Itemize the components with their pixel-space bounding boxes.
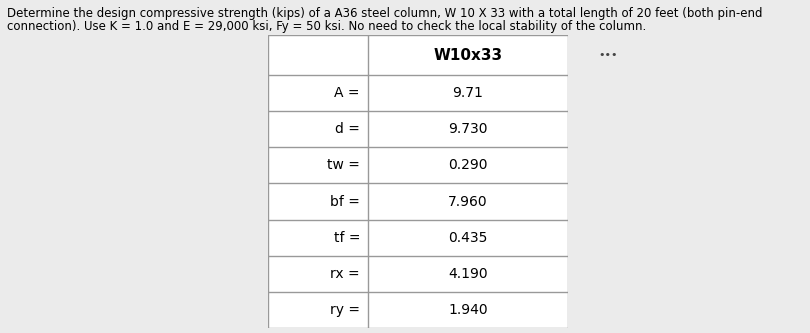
Text: tw =: tw = bbox=[327, 159, 360, 172]
Text: 1.940: 1.940 bbox=[448, 303, 488, 317]
Text: 4.190: 4.190 bbox=[448, 267, 488, 281]
Text: tf =: tf = bbox=[334, 231, 360, 245]
Text: d =: d = bbox=[335, 122, 360, 136]
Text: 0.290: 0.290 bbox=[448, 159, 488, 172]
Text: ry =: ry = bbox=[330, 303, 360, 317]
Text: 9.71: 9.71 bbox=[453, 86, 484, 100]
Text: Determine the design compressive strength (kips) of a A36 steel column, W 10 X 3: Determine the design compressive strengt… bbox=[7, 7, 762, 20]
Text: W10x33: W10x33 bbox=[433, 48, 502, 63]
Text: A =: A = bbox=[335, 86, 360, 100]
Text: 9.730: 9.730 bbox=[448, 122, 488, 136]
Text: 0.435: 0.435 bbox=[448, 231, 488, 245]
Text: 7.960: 7.960 bbox=[448, 194, 488, 208]
Text: bf =: bf = bbox=[330, 194, 360, 208]
Text: •••: ••• bbox=[598, 50, 617, 60]
Text: rx =: rx = bbox=[330, 267, 360, 281]
Text: connection). Use K = 1.0 and E = 29,000 ksi, Fy = 50 ksi. No need to check the l: connection). Use K = 1.0 and E = 29,000 … bbox=[7, 20, 646, 33]
